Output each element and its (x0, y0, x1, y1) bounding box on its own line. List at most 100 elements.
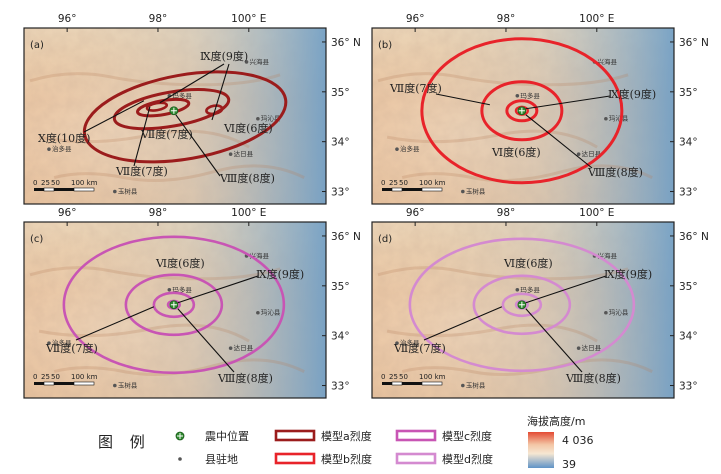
lat-tick-label: 33° (331, 381, 350, 393)
panel-label: (d) (378, 234, 392, 245)
elevation-min: 39 (562, 458, 576, 471)
legend-epicenter-label: 震中位置 (205, 429, 249, 443)
intensity-ring-9 (145, 101, 169, 112)
county-seat-marker (576, 346, 581, 350)
map-panel-c: 96° 98° 100° E 36° N 35° 34° 33° (c) 兴海县玛多县玛沁县达日… (23, 207, 361, 399)
intensity-label: Ⅸ度(9度) (200, 49, 248, 63)
scale-bar-label: 50 (399, 373, 408, 381)
county-seat-marker (167, 288, 172, 292)
lat-tick-label: 36° N (679, 37, 709, 49)
legend-model-c-label: 模型c烈度 (442, 429, 492, 443)
county-seat-marker (515, 288, 520, 292)
scale-bar-label: 0 (381, 373, 385, 381)
terrain-background (24, 222, 326, 398)
county-seat-marker (113, 383, 117, 388)
scale-bar-label: 25 (41, 373, 50, 381)
scale-bar-label: 25 (41, 179, 50, 187)
legend: 图 例 震中位置 县驻地 模型a烈度 模型b烈度 模型c烈度 模型d烈度 海拔高… (98, 414, 594, 471)
legend-model-a-label: 模型a烈度 (321, 429, 372, 443)
county-name: 玛多县 (172, 285, 192, 294)
county-seat-marker (515, 94, 520, 98)
intensity-label: Ⅵ度(6度) (503, 256, 553, 270)
lon-tick-label: 98° (149, 207, 168, 219)
intensity-label: Ⅶ度(7度) (115, 164, 168, 178)
county-name: 玉树县 (466, 381, 486, 390)
legend-model-d-label: 模型d烈度 (442, 452, 493, 466)
intensity-label: Ⅸ度(9度) (608, 87, 656, 101)
panel-label: (a) (30, 40, 44, 51)
scale-bar-label: 0 (33, 179, 37, 187)
intensity-rings-model-c (62, 235, 286, 375)
legend-model-b-swatch (274, 452, 316, 465)
county-seat-marker (256, 116, 260, 121)
elevation-max: 4 036 (562, 434, 594, 447)
county-name: 兴海县 (598, 251, 618, 260)
county-name: 玛沁县 (609, 308, 629, 317)
scale-bar-label: 50 (51, 179, 60, 187)
lat-tick-label: 34° (331, 331, 350, 343)
county-seat-marker (395, 341, 399, 345)
county-name: 玛多县 (520, 285, 540, 294)
intensity-label: Ⅷ度(8度) (587, 165, 643, 179)
scale-bar-label: 25 (389, 179, 398, 187)
intensity-label: Ⅶ度(7度) (140, 127, 193, 141)
panel-label: (c) (30, 234, 43, 245)
intensity-ring-7 (472, 274, 572, 336)
lat-tick-label: 33° (679, 187, 698, 199)
lat-tick-label: 35° (679, 87, 698, 99)
county-seat-symbol-icon (178, 457, 182, 461)
county-seat-marker (604, 310, 608, 315)
intensity-ring-6 (62, 235, 286, 375)
county-name: 兴海县 (250, 57, 270, 66)
county-name: 达日县 (582, 149, 602, 158)
lat-tick-label: 34° (331, 137, 350, 149)
county-seat-marker (47, 341, 51, 345)
legend-title: 图 例 (98, 433, 151, 451)
lat-tick-label: 36° N (331, 37, 361, 49)
intensity-ring-7 (124, 273, 224, 337)
intensity-ring-6 (420, 37, 624, 185)
county-name: 兴海县 (250, 251, 270, 260)
intensity-label: Ⅶ度(7度) (389, 81, 442, 95)
lon-tick-label: 96° (406, 13, 425, 25)
legend-model-c-swatch (395, 429, 437, 442)
intensity-ring-8 (152, 291, 196, 319)
lat-tick-label: 33° (679, 381, 698, 393)
county-seat-marker (576, 152, 581, 156)
lat-tick-label: 35° (331, 87, 350, 99)
county-seat-marker (244, 60, 249, 64)
county-seat-marker (228, 152, 233, 156)
intensity-rings-model-a (82, 70, 288, 164)
intensity-label: Ⅶ度(7度) (393, 341, 446, 355)
county-name: 治多县 (400, 338, 420, 347)
intensity-ring-7 (112, 88, 231, 131)
scale-bar-label: 25 (389, 373, 398, 381)
county-name: 玛多县 (172, 91, 192, 100)
county-name: 达日县 (234, 343, 254, 352)
intensity-ring-6 (408, 237, 636, 373)
scale-bar-label: 100 km (71, 179, 98, 187)
map-panel-d: 96° 98° 100° E 36° N 35° 34° 33° (d) 兴海县玛多县玛沁县达日… (371, 207, 709, 399)
county-seat-marker (604, 116, 608, 121)
elevation-title: 海拔高度/m (527, 414, 585, 428)
intensity-label: Ⅷ度(8度) (217, 371, 273, 385)
intensity-label: Ⅷ度(8度) (565, 371, 621, 385)
county-seat-marker (256, 310, 260, 315)
scale-bar-label: 100 km (419, 179, 446, 187)
intensity-label: Ⅹ度(10度) (38, 131, 90, 145)
lat-tick-label: 34° (679, 137, 698, 149)
panel-label: (b) (378, 40, 392, 51)
county-seat-marker (461, 383, 465, 388)
lon-tick-label: 100° E (231, 207, 266, 219)
county-name: 治多县 (52, 338, 72, 347)
intensity-label: Ⅵ度(6度) (223, 121, 273, 135)
intensity-ring-7 (480, 80, 564, 142)
scale-bar-label: 100 km (71, 373, 98, 381)
county-name: 治多县 (400, 144, 420, 153)
county-name: 达日县 (582, 343, 602, 352)
intensity-ring-8 (501, 292, 543, 318)
county-seat-marker (461, 189, 465, 194)
county-name: 兴海县 (598, 57, 618, 66)
map-frame (371, 221, 675, 399)
intensity-ring-8 (136, 97, 191, 118)
